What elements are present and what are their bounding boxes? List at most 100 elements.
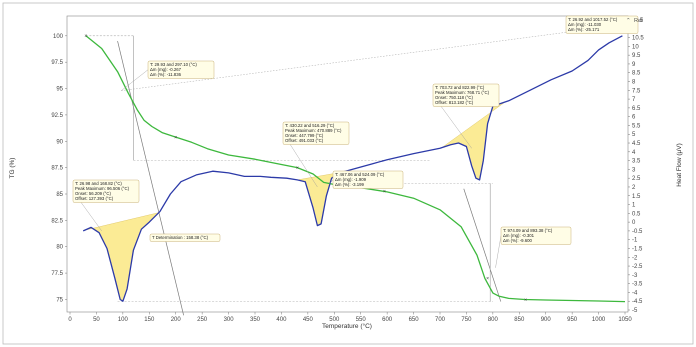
y-right-tick-label: 2.5 bbox=[632, 176, 641, 182]
x-tick-label: 250 bbox=[197, 317, 208, 323]
x-tick-label: 650 bbox=[409, 317, 420, 323]
y-right-tick-label: -2 bbox=[632, 255, 638, 261]
y-right-tick-label: -3.5 bbox=[632, 282, 643, 288]
y-right-tick-label: -3 bbox=[632, 273, 638, 279]
y-right-tick-label: 0 bbox=[632, 220, 636, 226]
x-tick-label: 400 bbox=[276, 317, 287, 323]
annotation-line: T: 703.72 and 822.99 (°C) bbox=[435, 85, 485, 90]
x-tick-label: 200 bbox=[171, 317, 182, 323]
data-marker: × bbox=[296, 165, 299, 171]
y-right-tick-label: 3 bbox=[632, 167, 636, 173]
data-marker: × bbox=[486, 276, 489, 282]
y-left-tick-label: 90 bbox=[56, 139, 63, 145]
y-right-tick-label: 9 bbox=[632, 62, 636, 68]
annotation-line: T: 430.22 and 516.29 (°C) bbox=[285, 123, 335, 128]
annotation-line: Onset: 750.118 (°C) bbox=[435, 95, 474, 100]
y-left-tick-label: 75 bbox=[56, 297, 63, 303]
x-tick-label: 500 bbox=[329, 317, 340, 323]
annotation-background bbox=[432, 83, 500, 107]
annotation-line: T: 467.06 and 524.09 (°C) bbox=[335, 172, 385, 177]
heat-flow-curve bbox=[82, 35, 623, 302]
y-right-tick-label: 0.5 bbox=[632, 211, 641, 217]
data-marker: × bbox=[383, 189, 386, 195]
annotation-line: Δm (%): -9.600 bbox=[503, 238, 533, 243]
legend-marker-icon: ⌃ bbox=[626, 17, 631, 24]
x-tick-label: 800 bbox=[488, 317, 499, 323]
y-right-tick-label: -1 bbox=[632, 238, 638, 244]
y-right-tick-label: -4 bbox=[632, 290, 638, 296]
x-tick-label: 450 bbox=[303, 317, 314, 323]
y-right-tick-label: 7 bbox=[632, 97, 636, 103]
annotation-background bbox=[147, 60, 215, 79]
y-right-tick-label: 4 bbox=[632, 150, 636, 156]
y-right-tick-label: 10.5 bbox=[632, 36, 644, 42]
annotation-line: T: 29.93 and 297.10 (°C) bbox=[150, 62, 197, 67]
y-right-tick-label: 3.5 bbox=[632, 159, 641, 165]
guide-line bbox=[121, 27, 604, 91]
y-right-tick-label: -1.5 bbox=[632, 246, 643, 252]
annotation-box: T: 467.06 and 524.09 (°C)Δm (mg): -1.909… bbox=[328, 170, 404, 189]
y-right-tick-label: 8.5 bbox=[632, 71, 641, 77]
annotation-line: Δm (mg): -11.030 bbox=[568, 22, 602, 27]
x-tick-label: 600 bbox=[382, 317, 393, 323]
annotation-box: T: 703.72 and 822.99 (°C)Peak Maximum: 7… bbox=[432, 83, 500, 149]
annotation-box: T: 974.09 and 893.38 (°C)Δm (mg): -0.301… bbox=[495, 226, 572, 268]
y-right-tick-label: 5 bbox=[632, 132, 636, 138]
x-tick-label: 0 bbox=[68, 317, 72, 323]
annotation-line: Peak Maximum: 768.71 (°C) bbox=[435, 90, 490, 95]
annotation-box: T: 26.98 and 168.82 (°C)Peak Maximum: 96… bbox=[72, 179, 140, 232]
plot-area bbox=[66, 15, 629, 313]
y-right-tick-label: 1.5 bbox=[632, 194, 641, 200]
x-tick-label: 750 bbox=[461, 317, 472, 323]
annotation-line: Onset: 447.799 (°C) bbox=[285, 133, 324, 138]
annotation-box: T: 29.93 and 297.10 (°C)Δm (mg): -0.267Δ… bbox=[121, 60, 215, 91]
y-right-tick-label: 2 bbox=[632, 185, 636, 191]
annotation-background bbox=[332, 170, 404, 189]
annotation-line: Δm (%): -3.199 bbox=[335, 182, 365, 187]
x-tick-label: 850 bbox=[514, 317, 525, 323]
annotation-line: T: 26.92 and 1017.52 (°C) bbox=[568, 17, 618, 22]
tg-curve bbox=[85, 35, 626, 303]
annotation-line: Δm (mg): -0.267 bbox=[150, 67, 182, 72]
y-left-tick-label: 100 bbox=[53, 34, 64, 40]
annotation-box: T Determination : 158.38 (°C) bbox=[149, 233, 221, 242]
annotation-line: Δm (mg): -0.301 bbox=[503, 233, 535, 238]
data-marker: × bbox=[174, 135, 177, 141]
annotation-background bbox=[282, 121, 350, 145]
x-tick-label: 700 bbox=[435, 317, 446, 323]
y-right-tick-label: -5 bbox=[632, 308, 638, 314]
annotation-leader-line bbox=[328, 179, 334, 185]
y-right-tick-label: 10 bbox=[632, 44, 639, 50]
x-axis-label: Temperature (°C) bbox=[322, 322, 372, 330]
y-left-tick-label: 92.5 bbox=[51, 113, 63, 119]
x-tick-label: 50 bbox=[93, 317, 100, 323]
annotation-line: Peak Maximum: 96.506 (°C) bbox=[75, 186, 130, 191]
annotation-line: Offset: 491.033 (°C) bbox=[285, 138, 324, 143]
y-left-axis-label: TG (%) bbox=[9, 158, 16, 179]
annotation-line: T Determination : 158.38 (°C) bbox=[152, 235, 209, 240]
x-tick-label: 100 bbox=[118, 317, 129, 323]
y-right-tick-label: -0.5 bbox=[632, 229, 643, 235]
x-tick-label: 300 bbox=[224, 317, 235, 323]
annotation-background bbox=[149, 233, 221, 242]
onset-tangent-line bbox=[463, 188, 502, 302]
annotation-leader-line bbox=[495, 235, 502, 268]
annotation-line: Δm (%): -25.171 bbox=[568, 27, 600, 32]
annotation-line: Δm (%): -11.836 bbox=[150, 72, 182, 77]
y-left-tick-label: 80 bbox=[56, 245, 63, 251]
y-right-axis-label: Heat Flow (μV) bbox=[676, 143, 683, 186]
y-left-tick-label: 87.5 bbox=[51, 166, 63, 172]
x-tick-label: 950 bbox=[567, 317, 578, 323]
x-tick-label: 350 bbox=[250, 317, 261, 323]
y-right-tick-label: 8 bbox=[632, 80, 636, 86]
y-right-tick-label: 7.5 bbox=[632, 88, 641, 94]
legend-label: Ref bbox=[634, 18, 643, 24]
x-tick-label: 1000 bbox=[592, 317, 606, 323]
annotation-background bbox=[72, 179, 140, 203]
annotation-line: Offset: 127.393 (°C) bbox=[75, 196, 114, 201]
x-tick-label: 550 bbox=[356, 317, 367, 323]
y-left-tick-label: 77.5 bbox=[51, 271, 63, 277]
y-right-tick-label: -2.5 bbox=[632, 264, 643, 270]
annotation-background bbox=[500, 226, 572, 245]
